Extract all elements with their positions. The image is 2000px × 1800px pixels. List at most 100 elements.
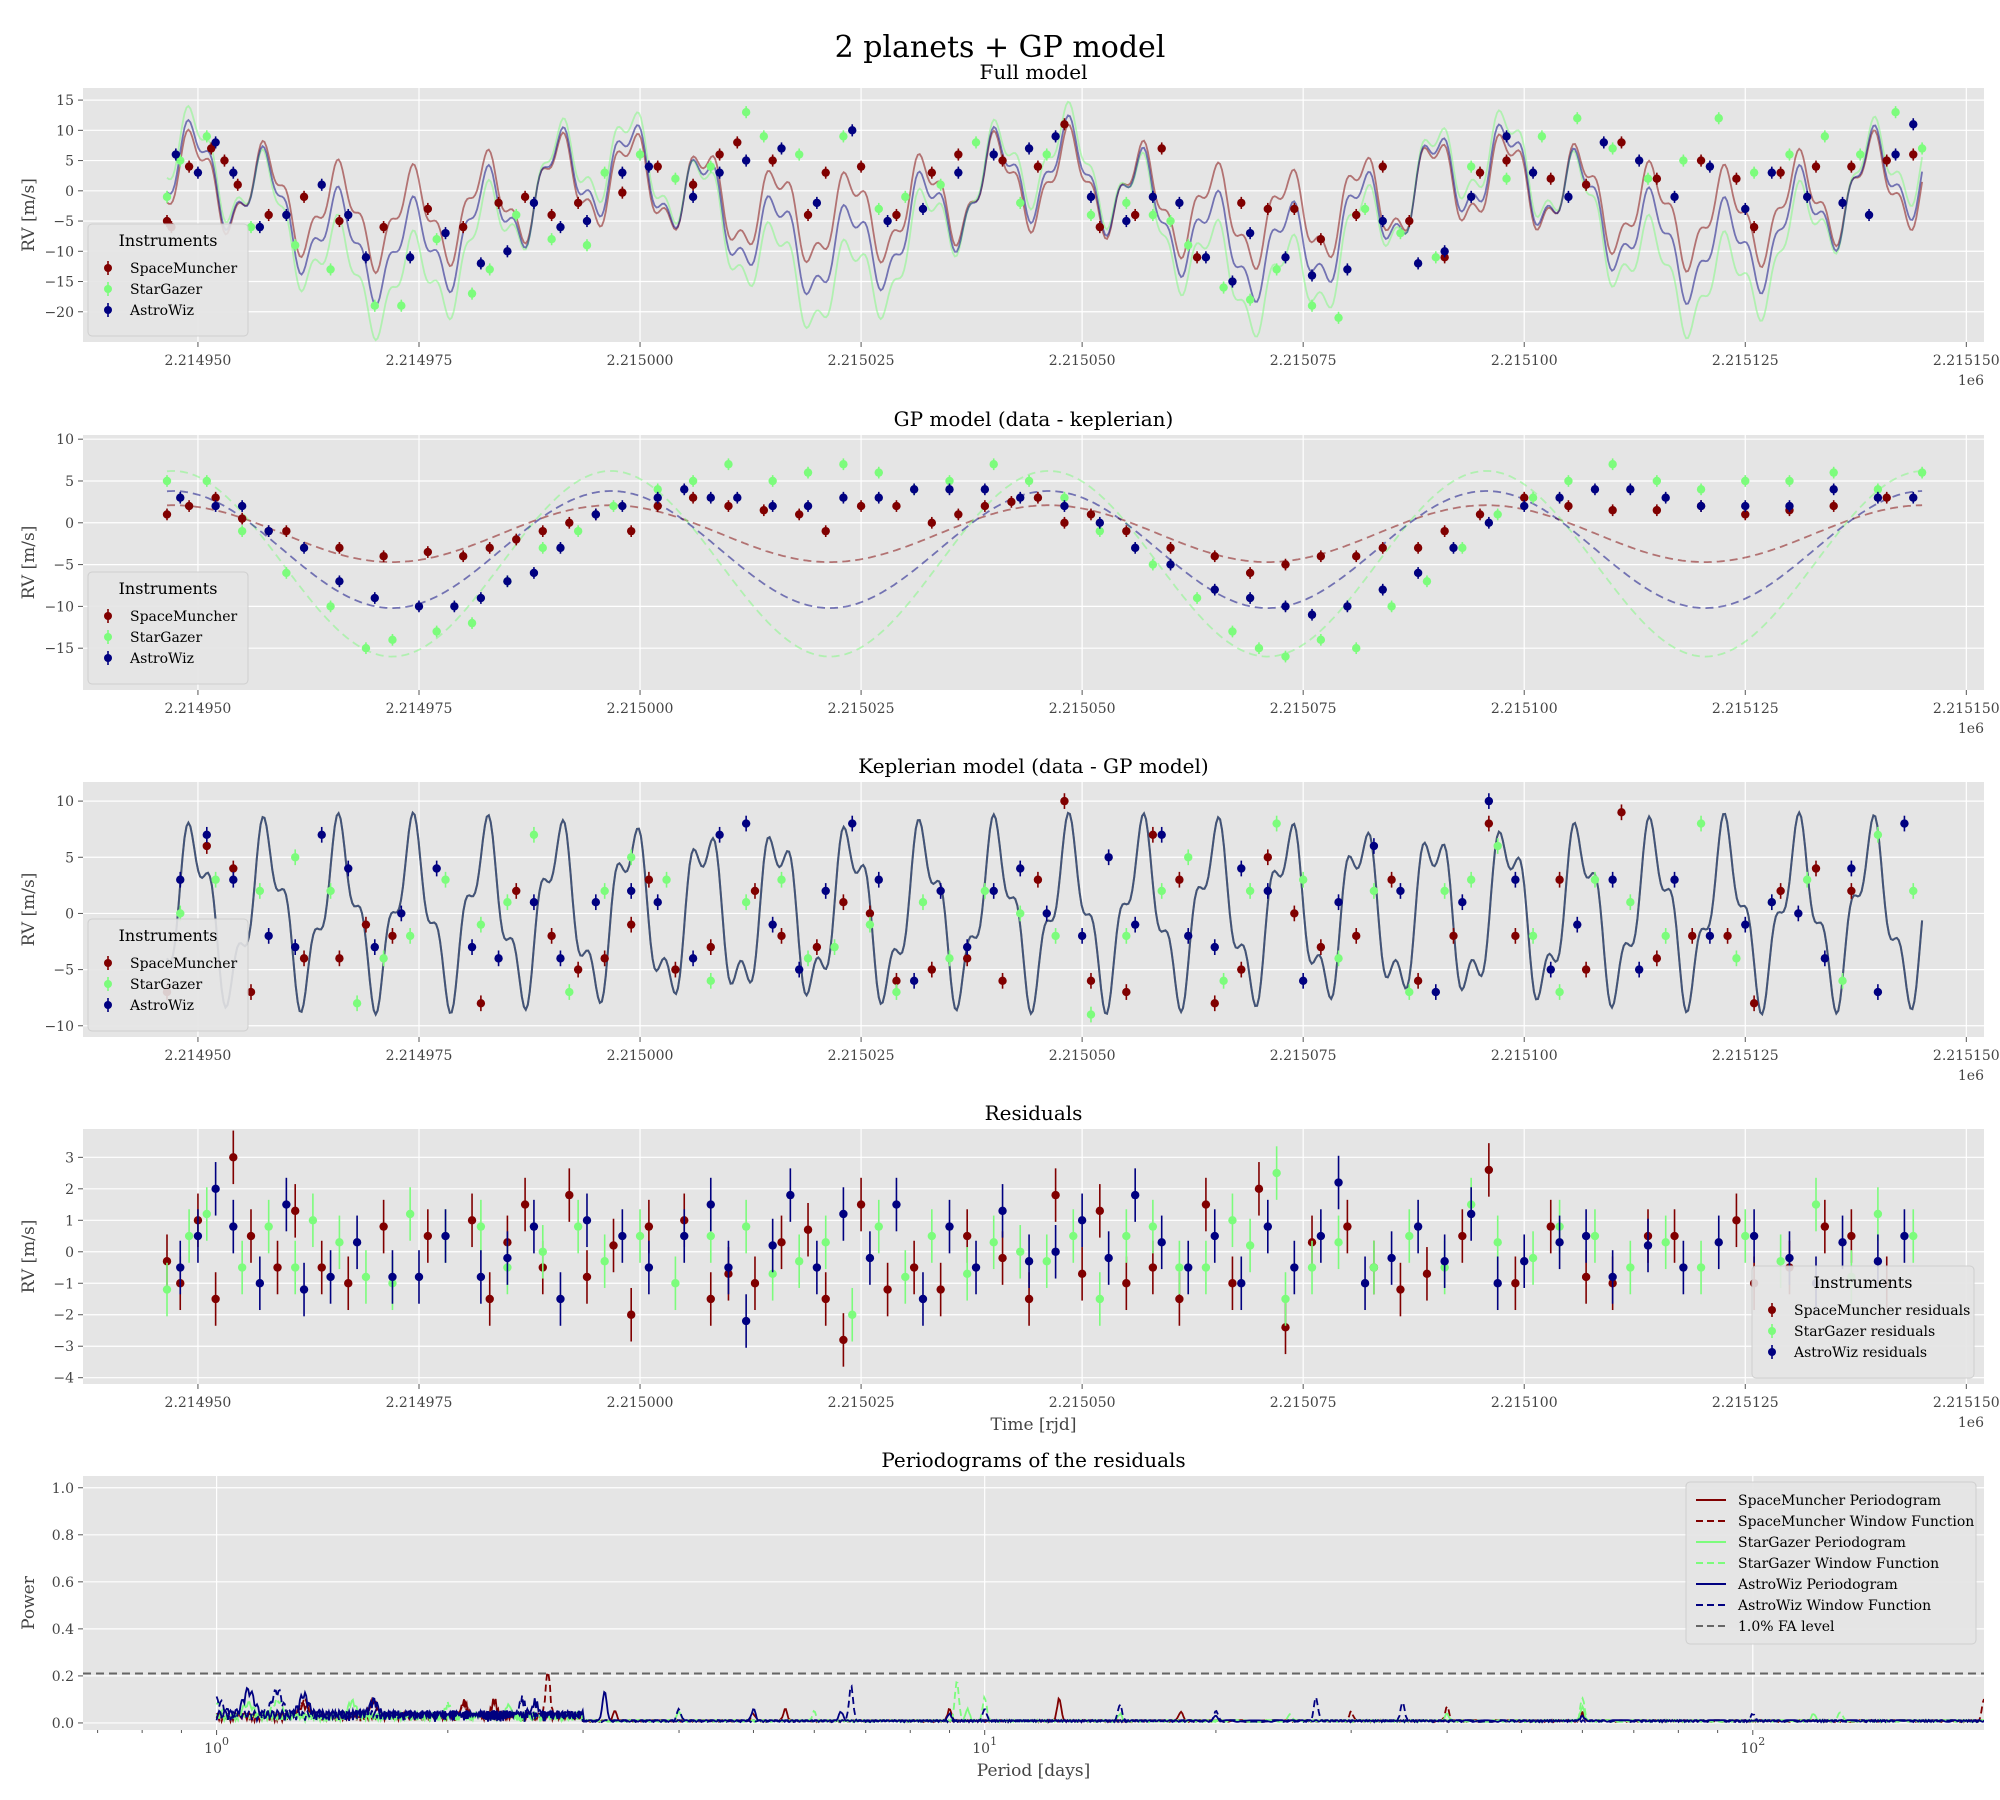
astrowiz-point (839, 1209, 848, 1219)
y-tick-label: 1.0 (52, 1481, 74, 1497)
astrowiz-point (1581, 1231, 1591, 1241)
x-tick-label: 2.215075 (1270, 1395, 1337, 1411)
spacemuncher-point (927, 518, 937, 527)
legend-title: Instruments (119, 579, 218, 598)
stargazer-point (839, 132, 848, 141)
astrowiz-point (1696, 501, 1706, 511)
stargazer-point (538, 1247, 547, 1256)
x-tick-label: 2.214950 (165, 1395, 232, 1411)
y-axis-label: RV [m/s] (19, 526, 39, 600)
spacemuncher-point (688, 493, 698, 502)
spacemuncher-point (750, 1279, 760, 1288)
astrowiz-point (1643, 1241, 1653, 1250)
spacemuncher-point (1776, 886, 1785, 896)
spacemuncher-point (273, 1263, 282, 1272)
astrowiz-point (211, 138, 220, 147)
spacemuncher-point (379, 222, 388, 232)
astrowiz-point (1210, 942, 1219, 952)
stargazer-point (1626, 897, 1635, 907)
astrowiz-point (211, 1184, 220, 1194)
spacemuncher-point (812, 942, 822, 952)
astrowiz-point (370, 942, 379, 952)
legend-marker (104, 612, 112, 620)
astrowiz-point (821, 886, 830, 896)
y-axis-label: RV [m/s] (19, 1220, 39, 1294)
astrowiz-point (883, 216, 892, 226)
astrowiz-point (1431, 987, 1441, 997)
panel-4: 2.214950 2.214975 2.215000 2.215025 2.215050… (19, 1101, 2000, 1435)
spacemuncher-point (1829, 501, 1838, 511)
x-tick-label: 2.214975 (386, 1048, 453, 1064)
astrowiz-point (591, 510, 601, 519)
x-tick-label: 101 (972, 1735, 997, 1757)
x-tick-label: 2.215100 (1491, 1048, 1558, 1064)
stargazer-point (1493, 510, 1502, 519)
astrowiz-point (1413, 1222, 1423, 1231)
astrowiz-point (299, 543, 309, 553)
astrowiz-point (193, 1231, 203, 1241)
stargazer-point (1811, 1200, 1821, 1209)
spacemuncher-point (1847, 886, 1856, 896)
stargazer-point (1458, 543, 1467, 553)
legend-label: StarGazer Window Function (1738, 1556, 1939, 1572)
astrowiz-point (1634, 156, 1644, 165)
spacemuncher-point (803, 1225, 813, 1234)
spacemuncher-point (1122, 1279, 1131, 1288)
astrowiz-point (874, 493, 883, 502)
stargazer-point (848, 1310, 857, 1319)
stargazer-point (936, 180, 945, 189)
astrowiz-point (1360, 1279, 1370, 1288)
y-tick-label: 5 (65, 154, 74, 170)
stargazer-point (1608, 144, 1617, 153)
stargazer-point (1679, 156, 1688, 165)
astrowiz-point (1873, 987, 1883, 997)
astrowiz-point (786, 1190, 795, 1200)
x-tick-label: 100 (204, 1735, 229, 1757)
astrowiz-point (1909, 120, 1918, 129)
astrowiz-point (812, 198, 822, 208)
astrowiz-point (441, 228, 450, 238)
astrowiz-point (529, 897, 539, 907)
stargazer-point (874, 468, 883, 477)
x-tick-label: 2.215050 (1049, 1048, 1116, 1064)
spacemuncher-point (1033, 875, 1043, 884)
stargazer-point (600, 886, 609, 896)
astrowiz-point (1201, 253, 1211, 262)
stargazer-point (291, 853, 300, 862)
astrowiz-point (1086, 192, 1096, 202)
astrowiz-point (344, 864, 353, 873)
legend-label: SpaceMuncher Periodogram (1738, 1493, 1941, 1509)
spacemuncher-point (423, 547, 433, 557)
y-tick-label: 10 (56, 794, 74, 810)
stargazer-point (1298, 875, 1308, 884)
legend-title: Instruments (119, 926, 218, 945)
stargazer-point (1493, 1238, 1502, 1247)
legend: SpaceMuncher Periodogram SpaceMuncher Win… (1685, 1481, 1977, 1645)
spacemuncher-point (927, 965, 937, 974)
astrowiz-point (680, 485, 689, 494)
stargazer-point (291, 1263, 300, 1272)
astrowiz-point (326, 1272, 335, 1282)
spacemuncher-point (1546, 174, 1555, 183)
legend-box (1751, 1265, 1975, 1379)
y-tick-label: −20 (44, 305, 74, 321)
astrowiz-point (1184, 1263, 1193, 1272)
spacemuncher-point (1175, 1294, 1184, 1304)
stargazer-point (1590, 1231, 1600, 1241)
astrowiz-point (1130, 1190, 1140, 1200)
stargazer-point (573, 1222, 583, 1231)
y-tick-label: 0.2 (52, 1669, 74, 1685)
stargazer-point (176, 156, 185, 165)
astrowiz-point (1060, 501, 1069, 511)
astrowiz-point (1838, 1238, 1847, 1247)
astrowiz-point (715, 830, 724, 839)
astrowiz-point (1130, 920, 1140, 929)
spacemuncher-point (1095, 1206, 1105, 1216)
astrowiz-point (1502, 132, 1511, 141)
spacemuncher-point (1741, 510, 1750, 519)
spacemuncher-point (1422, 1269, 1432, 1279)
spacemuncher-point (856, 162, 866, 171)
spacemuncher-point (237, 514, 247, 523)
astrowiz-point (291, 942, 300, 952)
astrowiz-point (450, 602, 459, 611)
